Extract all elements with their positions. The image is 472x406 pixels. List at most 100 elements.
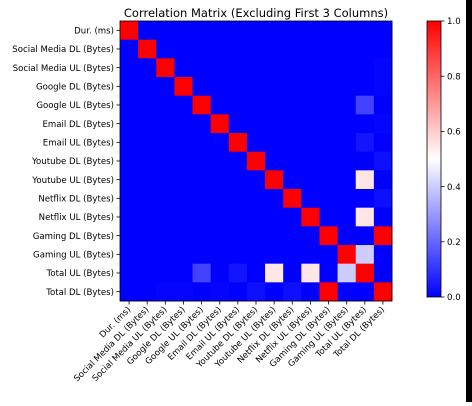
heatmap-cell	[120, 226, 139, 245]
x-tick-label: Social Media DL (Bytes)	[72, 305, 151, 384]
heatmap-cell	[338, 208, 357, 227]
heatmap-cell	[319, 282, 338, 301]
heatmap-cell	[174, 226, 193, 245]
heatmap-cell	[138, 245, 157, 264]
heatmap-cell	[193, 152, 212, 171]
heatmap-cell	[265, 21, 284, 40]
heatmap-cell	[174, 96, 193, 115]
heatmap-cell	[247, 77, 266, 96]
heatmap-cell	[120, 189, 139, 208]
colorbar-ticks: 0.0 0.2 0.4 0.6 0.8 1.0	[441, 17, 461, 303]
heatmap-cell	[356, 114, 375, 133]
heatmap-cell	[265, 77, 284, 96]
heatmap-cell	[247, 226, 266, 245]
heatmap-cell	[301, 114, 320, 133]
heatmap-cell	[265, 282, 284, 301]
heatmap-cell	[374, 114, 393, 133]
heatmap-cell	[247, 96, 266, 115]
heatmap-cell	[374, 208, 393, 227]
heatmap-cell	[338, 96, 357, 115]
heatmap-cell	[156, 114, 175, 133]
heatmap-cell	[193, 189, 212, 208]
heatmap-cell	[265, 58, 284, 77]
heatmap-cell	[120, 133, 139, 152]
heatmap-cell	[156, 58, 175, 77]
heatmap-cell	[319, 21, 338, 40]
heatmap-cell	[247, 40, 266, 59]
heatmap-cell	[338, 264, 357, 283]
heatmap-cell	[319, 245, 338, 264]
heatmap-cell	[193, 264, 212, 283]
y-tick-label: Social Media UL (Bytes)	[13, 64, 114, 74]
heatmap-cell	[156, 208, 175, 227]
heatmap-cell	[193, 208, 212, 227]
heatmap-cell	[138, 264, 157, 283]
heatmap-cell	[265, 40, 284, 59]
heatmap-cell	[356, 208, 375, 227]
heatmap-cell	[174, 21, 193, 40]
heatmap-cell	[156, 264, 175, 283]
heatmap-cell	[319, 133, 338, 152]
heatmap-cell	[229, 152, 248, 171]
heatmap-cell	[193, 282, 212, 301]
heatmap-cell	[338, 152, 357, 171]
heatmap-cell	[283, 282, 302, 301]
heatmap-cell	[211, 40, 230, 59]
heatmap-cell	[174, 245, 193, 264]
heatmap-cell	[319, 152, 338, 171]
y-tick-label: Netflix DL (Bytes)	[38, 195, 114, 205]
heatmap-cell	[374, 189, 393, 208]
heatmap-cell	[319, 264, 338, 283]
heatmap-cell	[356, 96, 375, 115]
heatmap-cell	[229, 114, 248, 133]
heatmap-cell	[265, 170, 284, 189]
heatmap-cell	[174, 264, 193, 283]
heatmap-cell	[301, 208, 320, 227]
heatmap-cell	[374, 21, 393, 40]
heatmap-cell	[374, 282, 393, 301]
heatmap-cell	[138, 40, 157, 59]
heatmap-cell	[229, 282, 248, 301]
heatmap-cell	[156, 77, 175, 96]
colorbar-tick-label: 0.2	[447, 238, 461, 248]
heatmap-cell	[247, 152, 266, 171]
heatmap-cell	[283, 245, 302, 264]
heatmap-cell	[338, 133, 357, 152]
heatmap-cell	[138, 77, 157, 96]
y-tick-label: Email DL (Bytes)	[42, 120, 114, 130]
heatmap-cell	[301, 133, 320, 152]
colorbar-tick-label: 0.8	[447, 72, 461, 82]
heatmap-cell	[229, 77, 248, 96]
heatmap-cell	[374, 152, 393, 171]
heatmap-cell	[156, 152, 175, 171]
heatmap-cell	[229, 40, 248, 59]
heatmap-cell	[301, 189, 320, 208]
heatmap-cell	[120, 40, 139, 59]
heatmap-cell	[283, 40, 302, 59]
heatmap-cell	[156, 226, 175, 245]
heatmap-cell	[193, 226, 212, 245]
heatmap-cell	[156, 170, 175, 189]
heatmap-cell	[138, 170, 157, 189]
heatmap-cell	[174, 114, 193, 133]
y-tick-label: Dur. (ms)	[74, 27, 114, 37]
heatmap-cell	[247, 58, 266, 77]
heatmap-cell	[301, 226, 320, 245]
heatmap-cell	[174, 40, 193, 59]
heatmap-cell	[374, 245, 393, 264]
heatmap-cell	[374, 226, 393, 245]
heatmap-cell	[193, 133, 212, 152]
heatmap-cell	[247, 264, 266, 283]
heatmap-cell	[174, 208, 193, 227]
heatmap-cell	[211, 77, 230, 96]
y-tick-label: Total UL (Bytes)	[46, 269, 114, 279]
heatmap-cell	[229, 208, 248, 227]
heatmap-cell	[283, 152, 302, 171]
heatmap-cell	[120, 208, 139, 227]
heatmap-cell	[265, 208, 284, 227]
heatmap-cell	[356, 226, 375, 245]
heatmap-cell	[156, 133, 175, 152]
heatmap-cell	[374, 58, 393, 77]
heatmap-cell	[356, 170, 375, 189]
heatmap-cell	[120, 170, 139, 189]
